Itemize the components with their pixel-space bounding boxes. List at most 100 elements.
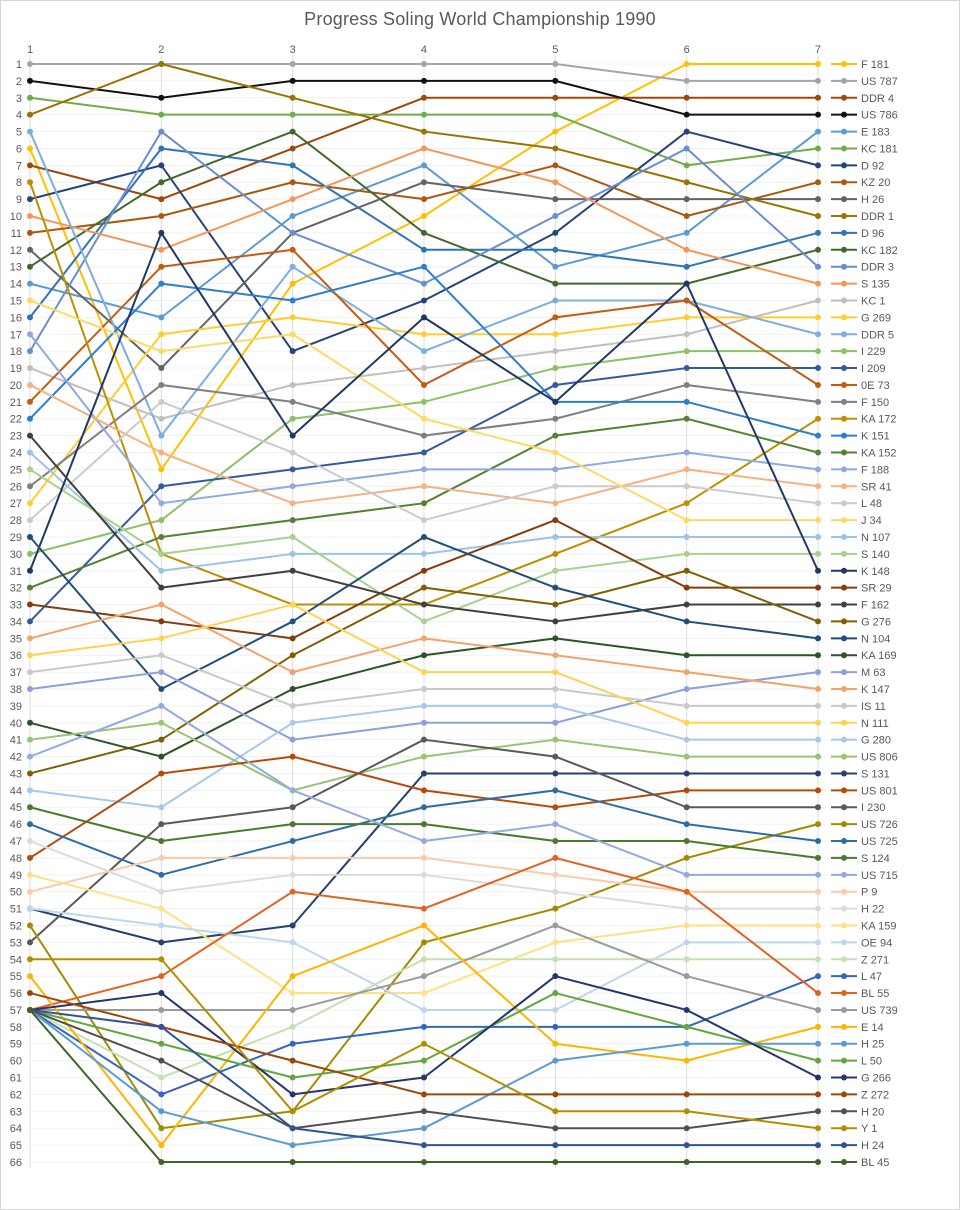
data-point-marker[interactable] <box>158 854 165 861</box>
data-point-marker[interactable] <box>289 939 296 946</box>
data-point-marker[interactable] <box>552 466 559 473</box>
data-point-marker[interactable] <box>814 1158 821 1165</box>
data-point-marker[interactable] <box>814 871 821 878</box>
data-point-marker[interactable] <box>814 719 821 726</box>
data-point-marker[interactable] <box>814 196 821 203</box>
series-ddr-4[interactable] <box>27 94 821 203</box>
data-point-marker[interactable] <box>683 381 690 388</box>
series-l-48[interactable] <box>27 398 821 524</box>
series-is-11[interactable] <box>27 652 821 709</box>
data-point-marker[interactable] <box>814 888 821 895</box>
data-point-marker[interactable] <box>289 669 296 676</box>
legend-item-h-26[interactable]: H 26 <box>831 194 884 206</box>
data-point-marker[interactable] <box>552 348 559 355</box>
legend-item-n-107[interactable]: N 107 <box>831 532 890 544</box>
data-point-marker[interactable] <box>814 145 821 152</box>
data-point-marker[interactable] <box>552 398 559 405</box>
data-point-marker[interactable] <box>683 280 690 287</box>
data-point-marker[interactable] <box>27 686 33 693</box>
data-point-marker[interactable] <box>158 973 165 980</box>
data-point-marker[interactable] <box>683 736 690 743</box>
series-j-34[interactable] <box>27 297 821 524</box>
legend-item-f-162[interactable]: F 162 <box>831 600 889 612</box>
data-point-marker[interactable] <box>420 669 427 676</box>
series-h-22[interactable] <box>27 838 821 912</box>
data-point-marker[interactable] <box>27 213 33 220</box>
data-point-marker[interactable] <box>158 94 165 101</box>
data-point-marker[interactable] <box>683 1125 690 1132</box>
data-point-marker[interactable] <box>420 753 427 760</box>
data-point-marker[interactable] <box>158 990 165 997</box>
data-point-marker[interactable] <box>289 871 296 878</box>
data-point-marker[interactable] <box>683 922 690 929</box>
data-point-marker[interactable] <box>683 888 690 895</box>
data-point-marker[interactable] <box>552 871 559 878</box>
data-point-marker[interactable] <box>420 770 427 777</box>
data-point-marker[interactable] <box>158 432 165 439</box>
data-point-marker[interactable] <box>158 584 165 591</box>
legend-item-i-230[interactable]: I 230 <box>831 802 885 814</box>
data-point-marker[interactable] <box>27 246 33 253</box>
data-point-marker[interactable] <box>552 550 559 557</box>
legend-item-n-104[interactable]: N 104 <box>831 633 890 645</box>
series-bl-45[interactable] <box>27 1006 821 1165</box>
data-point-marker[interactable] <box>552 888 559 895</box>
data-point-marker[interactable] <box>289 1125 296 1132</box>
series-kz-20[interactable] <box>27 162 821 236</box>
data-point-marker[interactable] <box>683 314 690 321</box>
data-point-marker[interactable] <box>158 1006 165 1013</box>
data-point-marker[interactable] <box>814 1040 821 1047</box>
data-point-marker[interactable] <box>552 1142 559 1149</box>
data-point-marker[interactable] <box>289 500 296 507</box>
data-point-marker[interactable] <box>814 905 821 912</box>
data-point-marker[interactable] <box>289 213 296 220</box>
data-point-marker[interactable] <box>27 517 33 524</box>
data-point-marker[interactable] <box>289 1023 296 1030</box>
data-point-marker[interactable] <box>683 838 690 845</box>
data-point-marker[interactable] <box>289 1074 296 1081</box>
data-point-marker[interactable] <box>552 1091 559 1098</box>
data-point-marker[interactable] <box>27 787 33 794</box>
data-point-marker[interactable] <box>683 500 690 507</box>
data-point-marker[interactable] <box>552 1057 559 1064</box>
data-point-marker[interactable] <box>814 398 821 405</box>
data-point-marker[interactable] <box>814 280 821 287</box>
data-point-marker[interactable] <box>420 1142 427 1149</box>
data-point-marker[interactable] <box>158 888 165 895</box>
legend-item-us-725[interactable]: US 725 <box>831 836 898 848</box>
legend-item-is-11[interactable]: IS 11 <box>831 701 886 713</box>
data-point-marker[interactable] <box>420 736 427 743</box>
data-point-marker[interactable] <box>27 601 33 608</box>
data-point-marker[interactable] <box>27 297 33 304</box>
data-point-marker[interactable] <box>158 196 165 203</box>
data-point-marker[interactable] <box>420 398 427 405</box>
data-point-marker[interactable] <box>27 618 33 625</box>
data-point-marker[interactable] <box>27 990 33 997</box>
data-point-marker[interactable] <box>552 990 559 997</box>
data-point-marker[interactable] <box>552 229 559 236</box>
data-point-marker[interactable] <box>683 111 690 118</box>
data-point-marker[interactable] <box>158 838 165 845</box>
series-oe-94[interactable] <box>27 905 821 1013</box>
data-point-marker[interactable] <box>27 753 33 760</box>
legend-item-g-266[interactable]: G 266 <box>831 1073 891 1085</box>
data-point-marker[interactable] <box>683 719 690 726</box>
data-point-marker[interactable] <box>814 973 821 980</box>
data-point-marker[interactable] <box>683 787 690 794</box>
data-point-marker[interactable] <box>158 314 165 321</box>
data-point-marker[interactable] <box>289 922 296 929</box>
data-point-marker[interactable] <box>420 229 427 236</box>
data-point-marker[interactable] <box>158 61 165 67</box>
data-point-marker[interactable] <box>552 601 559 608</box>
legend-item-l-48[interactable]: L 48 <box>831 498 882 510</box>
data-point-marker[interactable] <box>683 1158 690 1165</box>
data-point-marker[interactable] <box>158 804 165 811</box>
data-point-marker[interactable] <box>683 331 690 338</box>
legend-item-z-271[interactable]: Z 271 <box>831 954 889 966</box>
data-point-marker[interactable] <box>158 567 165 574</box>
data-point-marker[interactable] <box>158 1057 165 1064</box>
data-point-marker[interactable] <box>420 314 427 321</box>
data-point-marker[interactable] <box>552 787 559 794</box>
data-point-marker[interactable] <box>289 1040 296 1047</box>
data-point-marker[interactable] <box>814 111 821 118</box>
